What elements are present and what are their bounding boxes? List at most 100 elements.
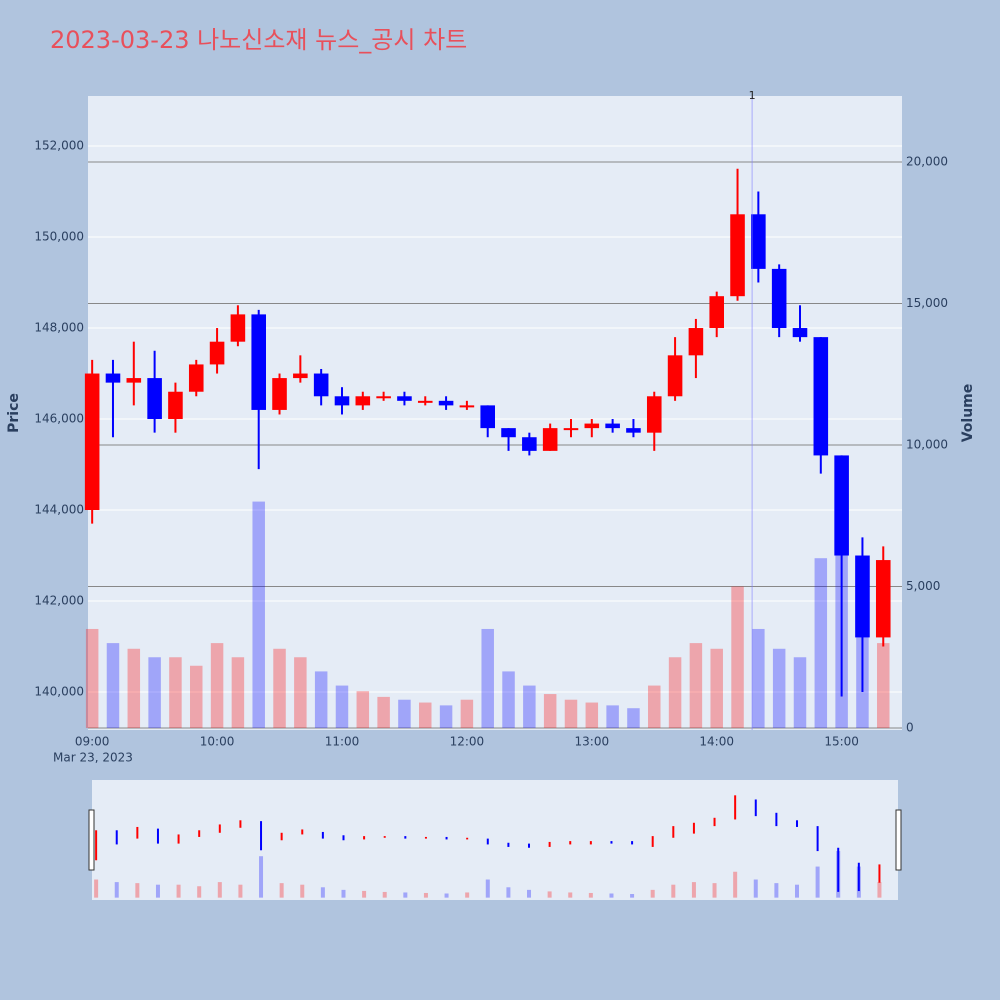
volume-bar (335, 685, 349, 729)
range-handle[interactable] (895, 809, 902, 871)
mini-volume-bar (650, 889, 655, 898)
candle-body (709, 296, 725, 329)
x-tick-label: 09:00 (75, 735, 110, 749)
x-tick-label: 13:00 (575, 735, 610, 749)
candle-body (126, 378, 142, 383)
candle-body (605, 423, 620, 429)
mini-volume-bar (547, 891, 552, 898)
mini-volume-bar (341, 889, 346, 898)
mini-volume-bar (465, 892, 470, 898)
volume-bar (169, 657, 182, 729)
mini-volume-bar (238, 884, 243, 898)
candle-body (188, 364, 204, 392)
volume-bar (252, 501, 265, 729)
y-tick-label: 142,000 (34, 594, 84, 608)
annotation: 1 (749, 89, 756, 102)
mini-volume-bar (609, 893, 614, 898)
y-axis-label: Price (6, 393, 22, 433)
candle-body (209, 341, 225, 365)
volume-bar (689, 643, 703, 729)
volume-bar (85, 628, 99, 729)
range-handle[interactable] (88, 809, 95, 871)
candle-body (438, 400, 454, 406)
volume-bar (106, 643, 120, 729)
candle-body (272, 378, 287, 410)
y2-tick-label: 15,000 (906, 296, 948, 310)
y-tick-label: 144,000 (34, 503, 84, 517)
x-tick-label: 11:00 (325, 735, 360, 749)
candle-body (751, 214, 766, 269)
candle-body (313, 373, 329, 397)
mini-volume-bar (485, 879, 490, 898)
y-tick-label: 148,000 (34, 321, 84, 335)
candle-body (334, 396, 350, 406)
mini-volume-bar (362, 890, 367, 898)
x-tick-label: 15:00 (824, 735, 859, 749)
candle-body (771, 268, 787, 329)
volume-bar (585, 702, 599, 729)
volume-bar (752, 628, 765, 729)
candle-body (730, 214, 745, 297)
volume-bar (377, 696, 390, 729)
volume-bar (294, 657, 307, 729)
volume-bar (314, 671, 328, 729)
volume-bar (502, 671, 515, 729)
candle-body (84, 373, 100, 511)
volume-bar (668, 657, 682, 729)
volume-bar (627, 708, 640, 729)
candle-body (480, 405, 495, 429)
candle-body (417, 400, 433, 403)
volume-bar (231, 657, 245, 729)
mini-volume-bar (444, 893, 449, 898)
x-tick-label: 14:00 (699, 735, 734, 749)
mini-volume-bar (259, 856, 264, 898)
candle-body (792, 328, 808, 338)
mini-volume-bar (691, 882, 696, 898)
volume-bar (814, 558, 828, 729)
candle-body (168, 391, 183, 420)
candle-body (105, 373, 121, 383)
candle-body (355, 396, 371, 406)
candle-body (834, 455, 849, 556)
y-tick-label: 140,000 (34, 685, 84, 699)
volume-bar (877, 643, 890, 729)
candle-body (563, 428, 579, 431)
x-date-label: Mar 23, 2023 (53, 751, 133, 765)
chart-title: 2023-03-23 나노신소재 뉴스_공시 차트 (50, 26, 467, 54)
y-tick-label: 146,000 (34, 412, 84, 426)
volume-bar (273, 648, 286, 729)
mini-volume-bar (176, 884, 181, 898)
mini-volume-bar (588, 892, 593, 898)
mini-volume-bar (197, 886, 202, 898)
y2-tick-label: 20,000 (906, 154, 948, 168)
mini-volume-bar (94, 879, 99, 898)
candle-body (522, 437, 537, 451)
candle-body (147, 378, 162, 420)
candle-body (584, 423, 600, 429)
x-tick-label: 10:00 (200, 735, 235, 749)
mini-volume-bar (382, 891, 387, 898)
mini-volume-bar (794, 884, 799, 898)
y-tick-label: 150,000 (34, 230, 84, 244)
y2-axis-label: Volume (960, 384, 976, 443)
candle-body (688, 328, 704, 356)
candle-body (875, 560, 891, 638)
volume-bar (210, 643, 224, 729)
range-slider[interactable] (92, 780, 898, 900)
volume-bar (398, 699, 411, 729)
mini-volume-bar (568, 892, 573, 898)
volume-bar (543, 694, 557, 729)
volume-bar (190, 665, 203, 729)
candle-body (855, 555, 870, 638)
volume-bar (148, 657, 161, 729)
candle-body (626, 428, 641, 433)
mini-volume-bar (217, 882, 222, 898)
mini-volume-bar (774, 883, 779, 898)
y2-tick-label: 5,000 (906, 579, 940, 593)
volume-bar (523, 685, 536, 729)
volume-bar (481, 628, 494, 729)
x-tick-label: 12:00 (450, 735, 485, 749)
volume-bar (648, 685, 661, 729)
candle-body (397, 396, 412, 401)
